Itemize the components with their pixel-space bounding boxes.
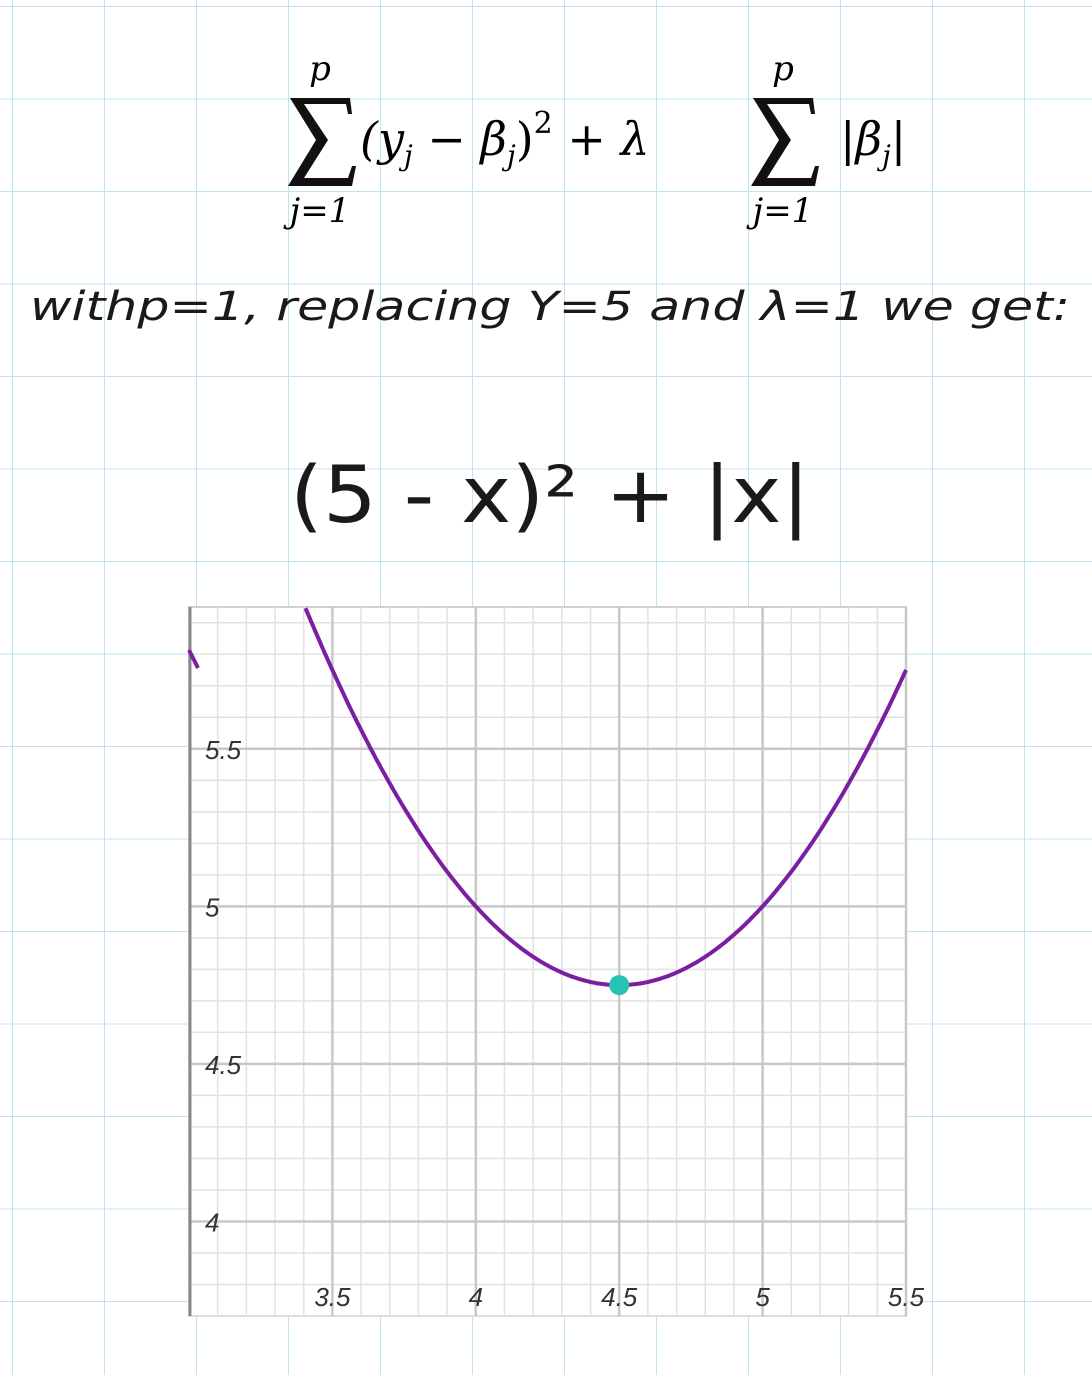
function-curve-left-stub bbox=[187, 649, 200, 669]
plus-lambda: + λ bbox=[553, 112, 650, 166]
sum1-upper-limit: p bbox=[309, 49, 331, 89]
abs-close: | bbox=[891, 112, 907, 166]
x-tick-label: 4 bbox=[469, 1282, 483, 1312]
close-paren: ) bbox=[516, 112, 534, 166]
tick-labels: 3.5 4 4.5 5 5.5 4 4.5 5 5.5 bbox=[205, 735, 925, 1312]
x-tick-label: 4.5 bbox=[601, 1282, 638, 1312]
handwritten-note: withp=1, replacing Y=5 and λ=1 we get: (… bbox=[30, 284, 1070, 541]
y-tick-label: 5 bbox=[205, 892, 220, 922]
minor-gridlines bbox=[188, 607, 907, 1317]
sum2-upper-limit: p bbox=[772, 49, 794, 89]
note-expression: (5 - x)² + |x| bbox=[290, 451, 810, 541]
sigma-2-icon bbox=[751, 98, 819, 186]
note-line: withp=1, replacing Y=5 and λ=1 we get: bbox=[30, 284, 1070, 330]
x-tick-label: 5 bbox=[755, 1282, 770, 1312]
y-tick-label: 5.5 bbox=[205, 735, 242, 765]
exponent: 2 bbox=[534, 106, 553, 141]
lasso-objective-formula: p j=1 (yj − βj)2 + λ p j=1 |βj| bbox=[283, 49, 907, 231]
function-curve bbox=[303, 607, 908, 988]
y-tick-label: 4.5 bbox=[205, 1050, 242, 1080]
svg-text:(yj − βj)2 + λ: (yj − βj)2 + λ bbox=[360, 106, 650, 172]
x-tick-label: 3.5 bbox=[314, 1282, 351, 1312]
minimum-point[interactable] bbox=[609, 975, 630, 996]
y-tick-label: 4 bbox=[205, 1207, 219, 1237]
term-beta: − β bbox=[413, 112, 507, 166]
sigma-1-icon bbox=[288, 98, 356, 186]
svg-text:|βj|: |βj| bbox=[840, 112, 906, 172]
abs-beta: |β bbox=[840, 112, 882, 166]
major-gridlines bbox=[189, 607, 908, 1316]
sum1-lower-limit: j=1 bbox=[283, 191, 351, 231]
plot-background bbox=[188, 606, 907, 1317]
x-tick-label: 5.5 bbox=[888, 1282, 925, 1312]
term-y: (y bbox=[360, 112, 405, 166]
sum2-lower-limit: j=1 bbox=[746, 191, 814, 231]
